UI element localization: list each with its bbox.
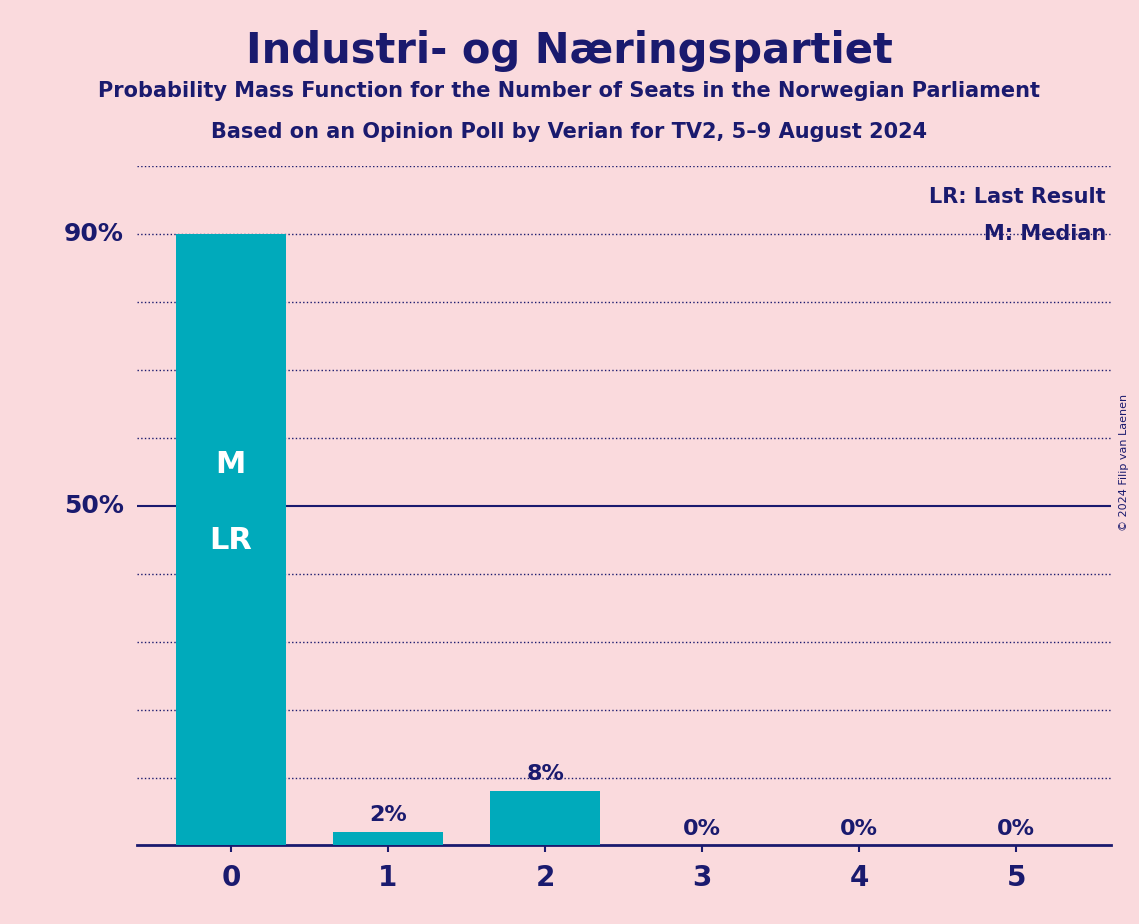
Text: LR: Last Result: LR: Last Result bbox=[929, 187, 1106, 207]
Text: © 2024 Filip van Laenen: © 2024 Filip van Laenen bbox=[1120, 394, 1129, 530]
Bar bbox=[175, 235, 286, 845]
Text: Probability Mass Function for the Number of Seats in the Norwegian Parliament: Probability Mass Function for the Number… bbox=[98, 81, 1041, 102]
Text: 0%: 0% bbox=[841, 819, 878, 839]
Text: 2%: 2% bbox=[369, 805, 407, 825]
Text: 0%: 0% bbox=[683, 819, 721, 839]
Text: LR: LR bbox=[210, 527, 253, 555]
Bar bbox=[333, 832, 443, 845]
Text: 50%: 50% bbox=[64, 494, 124, 517]
Bar bbox=[490, 791, 600, 845]
Text: M: M bbox=[215, 450, 246, 479]
Text: 90%: 90% bbox=[64, 223, 124, 246]
Text: M: Median: M: Median bbox=[984, 225, 1106, 244]
Text: Industri- og Næringspartiet: Industri- og Næringspartiet bbox=[246, 30, 893, 71]
Text: 0%: 0% bbox=[998, 819, 1035, 839]
Text: Based on an Opinion Poll by Verian for TV2, 5–9 August 2024: Based on an Opinion Poll by Verian for T… bbox=[212, 122, 927, 142]
Text: 8%: 8% bbox=[526, 764, 564, 784]
